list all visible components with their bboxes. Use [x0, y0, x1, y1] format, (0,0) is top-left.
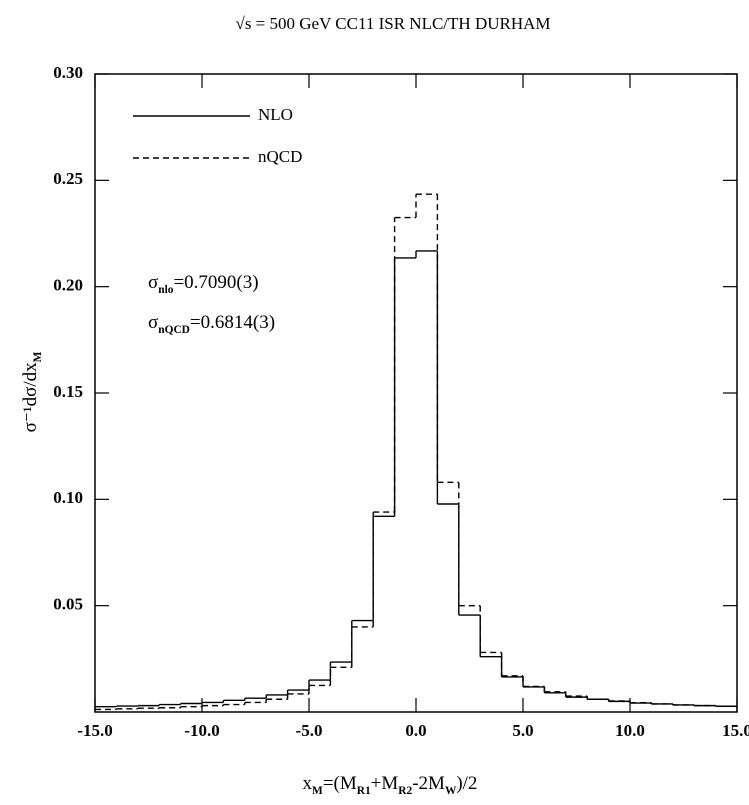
x-axis-label-segment: +M — [371, 773, 399, 794]
x-tick-label: -15.0 — [77, 721, 112, 740]
y-tick-label: 0.30 — [53, 63, 83, 82]
x-axis-label-subscript: W — [445, 785, 457, 797]
y-axis-label: σ⁻¹dσ/dxM — [20, 351, 43, 432]
x-tick-label: 15.0 — [722, 721, 749, 740]
plot-frame — [94, 73, 738, 713]
x-tick-label: -10.0 — [184, 721, 219, 740]
y-tick-label: 0.05 — [53, 595, 83, 614]
annotation-segment: σ — [148, 272, 158, 293]
annotation: σnQCD=0.6814(3) — [148, 312, 275, 335]
x-tick-label: 0.0 — [405, 721, 426, 740]
x-tick-label: 5.0 — [512, 721, 533, 740]
annotation-subscript: nlo — [158, 284, 173, 296]
annotation-segment: σ — [148, 312, 158, 333]
y-tick-label: 0.10 — [53, 488, 83, 507]
y-tick-label: 0.15 — [53, 382, 83, 401]
x-tick-label: 10.0 — [615, 721, 645, 740]
x-tick-label: -5.0 — [296, 721, 323, 740]
y-tick-label: 0.20 — [53, 276, 83, 295]
x-axis-label-segment: -2M — [412, 773, 445, 794]
x-axis-label-subscript: M — [312, 785, 323, 797]
x-axis-label-segment: )/2 — [456, 773, 477, 794]
legend-label: nQCD — [258, 147, 302, 166]
x-axis-label-segment: x — [303, 773, 313, 794]
annotation-subscript: nQCD — [158, 324, 190, 336]
x-axis-label-segment: =(M — [323, 773, 357, 794]
annotation: σnlo=0.7090(3) — [148, 272, 259, 295]
y-tick-label: 0.25 — [53, 169, 83, 188]
x-axis-label-subscript: R1 — [357, 785, 371, 797]
histogram-series — [95, 193, 737, 711]
chart-title: √s = 500 GeV CC11 ISR NLC/TH DURHAM — [235, 14, 550, 33]
annotation-segment: =0.6814(3) — [190, 312, 275, 333]
y-axis-label-segment: σ⁻¹dσ/dx — [20, 362, 41, 432]
x-axis-label: xM=(MR1+MR2-2MW)/2 — [303, 773, 478, 796]
y-axis-label-subscript: M — [32, 351, 44, 362]
legend-label: NLO — [258, 105, 293, 124]
x-axis-label-subscript: R2 — [398, 785, 412, 797]
annotation-segment: =0.7090(3) — [173, 272, 258, 293]
